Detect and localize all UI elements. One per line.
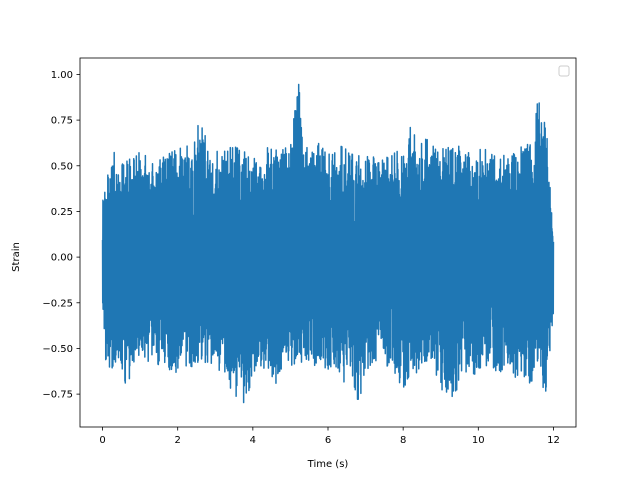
x-tick-label: 12 <box>547 435 560 446</box>
plot-area <box>101 83 555 404</box>
x-axis: 0 2 4 6 8 10 12 <box>99 427 560 446</box>
x-axis-label: Time (s) <box>307 459 349 470</box>
x-tick-label: 8 <box>400 435 406 446</box>
legend-box <box>558 65 570 77</box>
y-tick-label: 1.00 <box>51 70 73 81</box>
x-tick-label: 6 <box>325 435 331 446</box>
x-tick-label: 2 <box>175 435 181 446</box>
y-tick-label: −0.75 <box>42 390 73 401</box>
y-axis-label: Strain <box>11 242 22 272</box>
y-tick-label: −0.25 <box>42 298 73 309</box>
y-tick-label: −0.50 <box>42 344 73 355</box>
y-tick-label: 0.00 <box>51 253 73 264</box>
y-tick-label: 0.75 <box>51 116 73 127</box>
x-tick-label: 4 <box>250 435 256 446</box>
x-tick-label: 10 <box>472 435 485 446</box>
y-tick-label: 0.50 <box>51 161 73 172</box>
series-line-0 <box>101 83 555 404</box>
x-tick-label: 0 <box>99 435 105 446</box>
y-axis: −0.75 −0.50 −0.25 0.00 0.25 0.50 0.75 1.00 <box>42 70 80 401</box>
y-tick-label: 0.25 <box>51 207 73 218</box>
